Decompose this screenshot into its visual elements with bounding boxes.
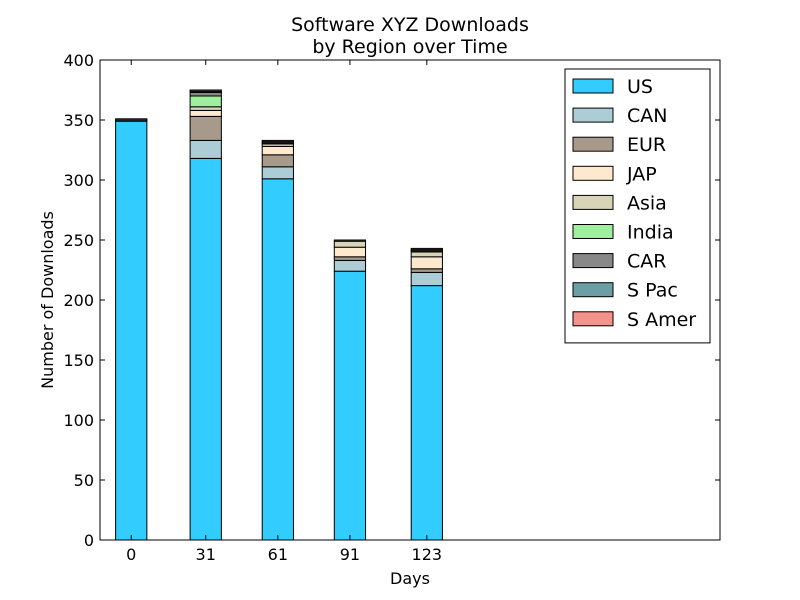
bar-segment-can-day-61 [261, 166, 294, 180]
bar-segment-us-day-123 [410, 285, 443, 541]
ticks-layer: 0 50 100 150 200 250 300 350 400 0 31 61 91 123 [63, 51, 720, 564]
legend-swatch-india [572, 224, 614, 239]
bar-segment-s-amer-day-123 [410, 247, 443, 251]
bar-segment-s-amer-day-61 [261, 139, 294, 143]
bar-segment-jap-day-61 [261, 145, 294, 156]
bars-layer [115, 89, 443, 541]
legend-swatch-car [572, 253, 614, 269]
legend-label-jap: JAP [626, 163, 657, 185]
x-tick-label: 91 [340, 545, 360, 564]
bar-segment-us-day-0 [115, 120, 148, 541]
bar-segment-asia-day-123 [410, 251, 443, 258]
legend-label-car: CAR [627, 251, 666, 273]
bar-segment-eur-day-123 [410, 268, 443, 273]
y-tick-label: 400 [63, 51, 94, 70]
legend-label-india: India [627, 222, 674, 244]
bar-segment-jap-day-123 [410, 256, 443, 270]
y-tick-label: 200 [63, 291, 94, 310]
bar-segment-asia-day-31 [189, 106, 222, 111]
x-tick-label: 61 [268, 545, 288, 564]
bar-segment-us-day-91 [333, 270, 367, 541]
y-tick-label: 250 [63, 231, 94, 250]
bar-segment-can-day-91 [333, 259, 367, 272]
bar-segment-jap-day-31 [189, 109, 222, 117]
chart-title-line-2: by Region over Time [312, 36, 507, 58]
x-tick-label: 123 [412, 545, 443, 564]
x-tick-label: 31 [196, 545, 216, 564]
bar-segment-can-day-31 [189, 139, 222, 159]
legend-swatch-s-pac [572, 282, 614, 298]
legend-label-can: CAN [627, 105, 667, 127]
chart-title-line-1: Software XYZ Downloads [291, 14, 529, 36]
bar-segment-car-day-31 [189, 91, 222, 97]
y-tick-label: 0 [84, 531, 94, 550]
bar-segment-jap-day-91 [333, 246, 367, 258]
bar-segment-india-day-31 [189, 95, 222, 108]
bar-segment-eur-day-61 [261, 154, 294, 168]
legend-swatch-eur [572, 136, 614, 152]
legend-label-s-pac: S Pac [627, 280, 678, 302]
x-axis-label: Days [390, 569, 430, 588]
bar-segment-us-day-61 [261, 178, 294, 541]
y-tick-label: 50 [74, 471, 94, 490]
bar-segment-eur-day-91 [333, 256, 367, 261]
legend: US CAN EUR JAP Asia India CAR S Pac S Amer [564, 68, 711, 344]
bar-segment-asia-day-91 [333, 240, 367, 248]
x-tick-label: 0 [126, 545, 136, 564]
legend-swatch-jap [572, 165, 614, 181]
bar-segment-can-day-123 [410, 271, 443, 287]
legend-swatch-s-amer [572, 311, 614, 327]
y-tick-label: 100 [63, 411, 94, 430]
legend-label-s-amer: S Amer [627, 309, 696, 331]
y-axis-label: Number of Downloads [38, 211, 57, 389]
legend-label-eur: EUR [627, 134, 666, 156]
y-tick-label: 350 [63, 111, 94, 130]
legend-label-asia: Asia [627, 192, 667, 214]
y-tick-label: 150 [63, 351, 94, 370]
bar-segment-s-amer-day-0 [115, 118, 148, 121]
y-tick-label: 300 [63, 171, 94, 190]
bar-segment-car-day-91 [333, 239, 367, 242]
legend-swatch-us [572, 78, 614, 94]
legend-swatch-can [572, 107, 614, 123]
bar-segment-s-amer-day-31 [189, 89, 222, 92]
bar-segment-eur-day-31 [189, 115, 222, 141]
legend-label-us: US [627, 76, 653, 98]
legend-swatch-asia [572, 194, 614, 210]
bar-segment-us-day-31 [189, 157, 222, 541]
